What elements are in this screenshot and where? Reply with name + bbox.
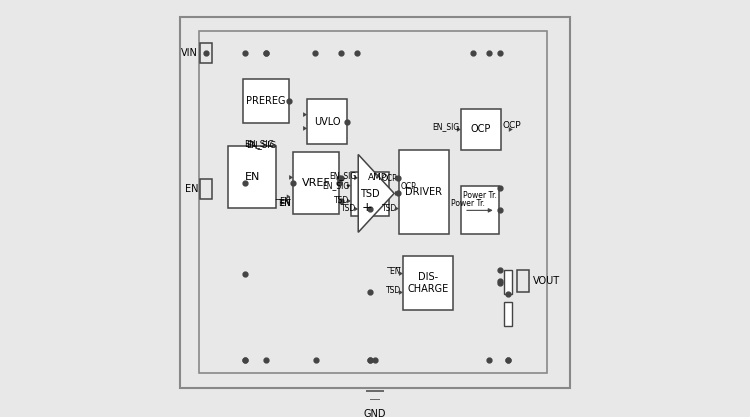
- Text: EN_SIG: EN_SIG: [322, 181, 350, 190]
- Polygon shape: [509, 127, 513, 132]
- Text: EN: EN: [184, 184, 198, 194]
- Polygon shape: [303, 112, 307, 117]
- Polygon shape: [290, 175, 293, 180]
- Bar: [351, 172, 389, 216]
- Text: DIS-
CHARGE: DIS- CHARGE: [407, 272, 448, 294]
- Bar: [503, 270, 512, 294]
- Bar: [503, 302, 512, 326]
- Bar: [460, 108, 501, 151]
- Text: EN_SIG: EN_SIG: [329, 171, 356, 180]
- Text: VIN: VIN: [182, 48, 198, 58]
- Text: PREREG: PREREG: [247, 95, 286, 106]
- Text: Power Tr.: Power Tr.: [463, 191, 496, 199]
- Text: TSD: TSD: [341, 203, 356, 213]
- Text: ̅E̅N̅: ̅E̅N̅: [279, 199, 290, 208]
- Bar: [200, 179, 212, 199]
- Bar: [200, 31, 547, 373]
- Polygon shape: [354, 176, 358, 180]
- Text: TSD: TSD: [334, 196, 350, 206]
- Polygon shape: [358, 154, 394, 232]
- Text: TSD: TSD: [382, 204, 398, 213]
- Polygon shape: [457, 127, 460, 132]
- Text: OCP: OCP: [382, 174, 398, 183]
- Text: EN_SIG: EN_SIG: [432, 123, 459, 132]
- Text: EN: EN: [279, 197, 291, 206]
- Text: OCP: OCP: [400, 182, 416, 191]
- Text: EN: EN: [244, 172, 260, 182]
- Text: ̅E̅N̅: ̅E̅N̅: [391, 267, 401, 276]
- Text: TSD: TSD: [360, 189, 380, 199]
- Text: GND: GND: [364, 409, 386, 417]
- Text: VOUT: VOUT: [532, 276, 560, 286]
- Text: Power Tr.: Power Tr.: [451, 198, 484, 208]
- Bar: [403, 256, 453, 310]
- Text: DRIVER: DRIVER: [406, 187, 442, 197]
- Bar: [399, 151, 449, 234]
- Bar: [460, 186, 499, 234]
- Polygon shape: [395, 206, 399, 211]
- Polygon shape: [347, 183, 351, 188]
- Polygon shape: [354, 206, 358, 211]
- Bar: [517, 270, 529, 292]
- Text: VREF: VREF: [302, 178, 331, 188]
- Text: +: +: [362, 201, 373, 214]
- Bar: [229, 146, 276, 208]
- Text: UVLO: UVLO: [314, 116, 340, 126]
- Polygon shape: [395, 176, 399, 181]
- Text: OCP: OCP: [503, 121, 521, 130]
- Bar: [243, 78, 290, 123]
- Text: TSD: TSD: [386, 286, 401, 295]
- Text: EN_SIG: EN_SIG: [244, 139, 274, 148]
- Text: OCP: OCP: [471, 125, 491, 135]
- Bar: [200, 43, 212, 63]
- Bar: [307, 98, 347, 144]
- Text: EN: EN: [279, 199, 290, 208]
- Polygon shape: [303, 126, 307, 131]
- Polygon shape: [399, 271, 403, 276]
- Bar: [293, 153, 339, 214]
- Polygon shape: [399, 290, 403, 295]
- Text: EN_SIG: EN_SIG: [247, 140, 277, 149]
- Polygon shape: [395, 191, 399, 196]
- Polygon shape: [347, 198, 351, 203]
- Text: AMP: AMP: [368, 173, 388, 182]
- Polygon shape: [286, 194, 290, 199]
